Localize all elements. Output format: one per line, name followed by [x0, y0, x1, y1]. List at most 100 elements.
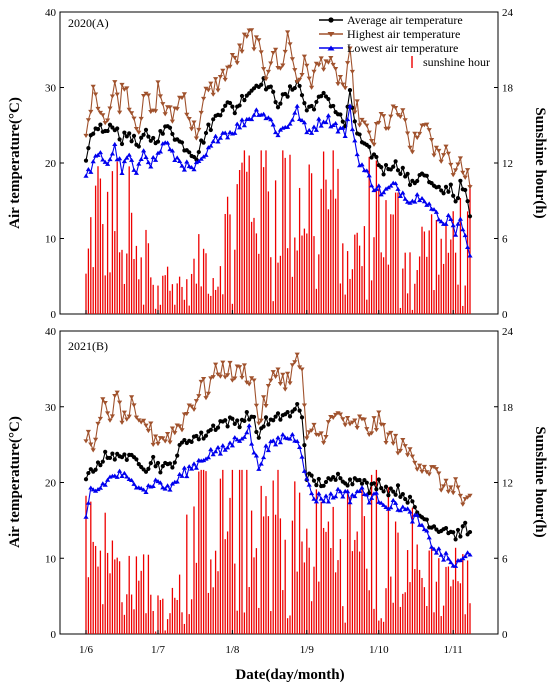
legend-entry-lowest: Lowest air temperature: [319, 41, 458, 55]
data-point: [438, 488, 444, 493]
data-point: [376, 410, 382, 415]
data-point: [278, 101, 283, 106]
data-point: [141, 132, 146, 137]
data-point: [460, 556, 466, 561]
data-point: [311, 124, 317, 129]
data-point: [162, 439, 168, 444]
data-point: [157, 149, 163, 154]
data-point: [105, 118, 111, 123]
data-point: [115, 126, 120, 131]
data-point: [88, 442, 94, 447]
data-point: [246, 423, 252, 428]
data-point: [313, 499, 319, 504]
data-point: [208, 81, 214, 86]
data-point: [453, 232, 459, 237]
data-point: [326, 96, 331, 102]
data-point: [309, 473, 314, 478]
data-point: [160, 436, 166, 441]
data-point: [409, 150, 415, 155]
data-point: [213, 77, 219, 82]
data-point: [331, 103, 336, 109]
data-point: [223, 418, 228, 423]
data-point: [256, 38, 262, 43]
data-point: [299, 454, 305, 459]
data-point: [347, 103, 353, 108]
data-point: [102, 121, 108, 126]
y-tick-label-right: 6: [502, 553, 508, 565]
data-point: [289, 117, 295, 122]
data-point: [376, 183, 382, 188]
data-point: [311, 69, 317, 74]
data-point: [345, 61, 351, 66]
data-point: [429, 544, 435, 549]
data-point: [172, 460, 177, 465]
data-point: [361, 417, 367, 422]
data-point: [266, 422, 271, 427]
data-point: [381, 502, 387, 507]
data-point: [225, 373, 231, 378]
data-point: [347, 46, 353, 51]
data-point: [311, 496, 317, 501]
data-point: [181, 92, 187, 97]
data-point: [340, 494, 346, 499]
data-point: [131, 133, 137, 138]
data-point: [251, 450, 257, 455]
data-point: [458, 178, 463, 183]
data-point: [126, 414, 132, 419]
data-point: [256, 435, 261, 440]
data-point: [453, 477, 459, 482]
data-point: [371, 481, 377, 486]
data-point: [217, 75, 223, 80]
legend-label: sunshine hour: [423, 55, 490, 69]
data-point: [357, 132, 362, 137]
data-point: [378, 500, 384, 505]
data-point: [374, 487, 379, 492]
data-point: [177, 471, 183, 476]
data-point: [412, 131, 418, 136]
data-point: [258, 50, 264, 55]
x-tick-label: 1/8: [225, 644, 240, 656]
data-point: [465, 550, 471, 555]
data-point: [83, 514, 89, 519]
data-point: [448, 485, 454, 490]
data-point: [263, 77, 269, 82]
x-tick-label: 1/6: [79, 644, 94, 656]
data-point: [407, 182, 413, 187]
data-point: [201, 154, 207, 159]
data-point: [263, 404, 269, 409]
data-point: [335, 82, 341, 87]
data-point: [443, 526, 449, 531]
data-point: [410, 499, 415, 504]
data-point: [124, 134, 129, 139]
data-point: [465, 495, 471, 500]
data-point: [90, 84, 96, 89]
data-point: [450, 223, 456, 228]
data-point: [446, 189, 451, 194]
data-point: [263, 415, 269, 420]
data-point: [155, 478, 161, 484]
data-point: [383, 440, 389, 446]
data-point: [362, 477, 367, 483]
data-point: [167, 487, 173, 492]
data-point: [397, 448, 403, 453]
data-point: [155, 80, 161, 85]
data-point: [210, 92, 216, 97]
data-point: [237, 425, 242, 430]
data-point: [460, 170, 466, 175]
data-point: [227, 64, 233, 69]
data-point: [467, 214, 473, 219]
data-point: [445, 151, 451, 156]
data-point: [258, 461, 264, 466]
data-point: [381, 190, 387, 195]
data-point: [306, 76, 312, 81]
data-point: [367, 490, 372, 496]
data-point: [155, 150, 161, 155]
panel-2020: 0 10 20 30 40 0 6 12 18 24 2020(A) Air temperatur…: [7, 7, 548, 321]
data-point: [301, 468, 307, 473]
data-point: [407, 145, 413, 150]
data-point: [287, 42, 293, 47]
data-point: [189, 165, 195, 170]
data-point: [174, 479, 180, 484]
data-point: [388, 505, 394, 510]
y-tick-label-right: 12: [502, 478, 513, 490]
